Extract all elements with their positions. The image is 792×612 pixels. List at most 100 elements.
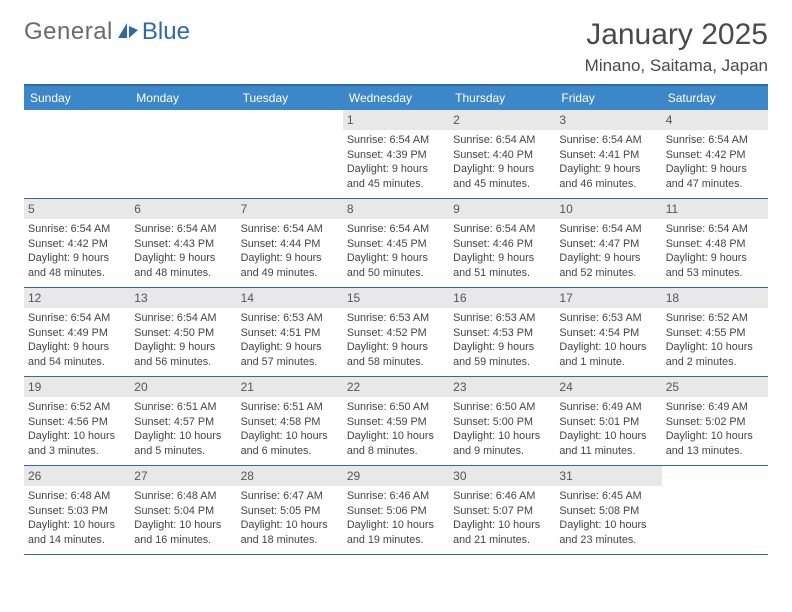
daylight-line-1: Daylight: 9 hours (28, 251, 126, 266)
daylight-line-2: and 50 minutes. (347, 266, 445, 281)
day-cell: 21Sunrise: 6:51 AMSunset: 4:58 PMDayligh… (237, 377, 343, 465)
day-cell: 28Sunrise: 6:47 AMSunset: 5:05 PMDayligh… (237, 466, 343, 554)
column-header: Thursday (449, 86, 555, 110)
day-number: 25 (662, 377, 768, 397)
sunset-line: Sunset: 5:02 PM (666, 415, 764, 430)
day-number: 7 (237, 199, 343, 219)
sunrise-line: Sunrise: 6:53 AM (241, 311, 339, 326)
sunset-line: Sunset: 4:47 PM (559, 237, 657, 252)
day-number: 19 (24, 377, 130, 397)
logo-sail-icon (117, 21, 139, 44)
daylight-line-2: and 56 minutes. (134, 355, 232, 370)
column-header: Friday (555, 86, 661, 110)
daylight-line-2: and 11 minutes. (559, 444, 657, 459)
day-cell: 30Sunrise: 6:46 AMSunset: 5:07 PMDayligh… (449, 466, 555, 554)
sunset-line: Sunset: 4:44 PM (241, 237, 339, 252)
day-cell: 15Sunrise: 6:53 AMSunset: 4:52 PMDayligh… (343, 288, 449, 376)
sunset-line: Sunset: 4:53 PM (453, 326, 551, 341)
daylight-line-2: and 3 minutes. (28, 444, 126, 459)
sunrise-line: Sunrise: 6:54 AM (28, 311, 126, 326)
daylight-line-1: Daylight: 10 hours (666, 429, 764, 444)
daylight-line-2: and 48 minutes. (28, 266, 126, 281)
daylight-line-1: Daylight: 9 hours (666, 162, 764, 177)
day-number: 9 (449, 199, 555, 219)
day-cell: 8Sunrise: 6:54 AMSunset: 4:45 PMDaylight… (343, 199, 449, 287)
weeks-container: 1Sunrise: 6:54 AMSunset: 4:39 PMDaylight… (24, 110, 768, 555)
sunset-line: Sunset: 4:49 PM (28, 326, 126, 341)
sunset-line: Sunset: 4:55 PM (666, 326, 764, 341)
week-row: 5Sunrise: 6:54 AMSunset: 4:42 PMDaylight… (24, 199, 768, 288)
sunrise-line: Sunrise: 6:46 AM (347, 489, 445, 504)
sunset-line: Sunset: 4:42 PM (666, 148, 764, 163)
daylight-line-2: and 16 minutes. (134, 533, 232, 548)
logo: General Blue (24, 18, 190, 46)
daylight-line-1: Daylight: 9 hours (134, 251, 232, 266)
daylight-line-1: Daylight: 9 hours (347, 251, 445, 266)
sunset-line: Sunset: 5:06 PM (347, 504, 445, 519)
sunset-line: Sunset: 5:03 PM (28, 504, 126, 519)
daylight-line-2: and 21 minutes. (453, 533, 551, 548)
daylight-line-2: and 47 minutes. (666, 177, 764, 192)
day-cell: 23Sunrise: 6:50 AMSunset: 5:00 PMDayligh… (449, 377, 555, 465)
daylight-line-2: and 6 minutes. (241, 444, 339, 459)
logo-text-general: General (24, 18, 113, 46)
daylight-line-2: and 57 minutes. (241, 355, 339, 370)
sunset-line: Sunset: 5:07 PM (453, 504, 551, 519)
sunrise-line: Sunrise: 6:49 AM (666, 400, 764, 415)
sunrise-line: Sunrise: 6:48 AM (134, 489, 232, 504)
day-cell: 1Sunrise: 6:54 AMSunset: 4:39 PMDaylight… (343, 110, 449, 198)
day-number: 11 (662, 199, 768, 219)
title-block: January 2025 Minano, Saitama, Japan (585, 18, 768, 76)
daylight-line-2: and 2 minutes. (666, 355, 764, 370)
sunset-line: Sunset: 4:51 PM (241, 326, 339, 341)
sunset-line: Sunset: 4:46 PM (453, 237, 551, 252)
sunrise-line: Sunrise: 6:54 AM (347, 133, 445, 148)
daylight-line-2: and 58 minutes. (347, 355, 445, 370)
day-cell: 13Sunrise: 6:54 AMSunset: 4:50 PMDayligh… (130, 288, 236, 376)
column-header: Saturday (662, 86, 768, 110)
daylight-line-2: and 53 minutes. (666, 266, 764, 281)
daylight-line-1: Daylight: 10 hours (453, 429, 551, 444)
column-header: Sunday (24, 86, 130, 110)
day-number: 22 (343, 377, 449, 397)
day-number: 2 (449, 110, 555, 130)
daylight-line-2: and 49 minutes. (241, 266, 339, 281)
sunset-line: Sunset: 5:01 PM (559, 415, 657, 430)
sunset-line: Sunset: 4:43 PM (134, 237, 232, 252)
day-number: 4 (662, 110, 768, 130)
day-cell: 4 Sunrise: 6:54 AMSunset: 4:42 PMDaylight… (662, 110, 768, 198)
day-number: 3 (555, 110, 661, 130)
day-number: 18 (662, 288, 768, 308)
sunset-line: Sunset: 4:56 PM (28, 415, 126, 430)
day-cell (130, 110, 236, 198)
sunrise-line: Sunrise: 6:52 AM (28, 400, 126, 415)
day-cell (24, 110, 130, 198)
daylight-line-2: and 54 minutes. (28, 355, 126, 370)
month-title: January 2025 (585, 18, 768, 52)
daylight-line-1: Daylight: 10 hours (559, 429, 657, 444)
sunrise-line: Sunrise: 6:53 AM (559, 311, 657, 326)
sunrise-line: Sunrise: 6:54 AM (347, 222, 445, 237)
day-cell: 6Sunrise: 6:54 AMSunset: 4:43 PMDaylight… (130, 199, 236, 287)
day-cell: 19Sunrise: 6:52 AMSunset: 4:56 PMDayligh… (24, 377, 130, 465)
daylight-line-1: Daylight: 10 hours (347, 429, 445, 444)
daylight-line-1: Daylight: 10 hours (347, 518, 445, 533)
sunrise-line: Sunrise: 6:54 AM (666, 133, 764, 148)
daylight-line-2: and 51 minutes. (453, 266, 551, 281)
day-number: 16 (449, 288, 555, 308)
day-cell: 7Sunrise: 6:54 AMSunset: 4:44 PMDaylight… (237, 199, 343, 287)
daylight-line-2: and 45 minutes. (347, 177, 445, 192)
day-cell: 18Sunrise: 6:52 AMSunset: 4:55 PMDayligh… (662, 288, 768, 376)
sunrise-line: Sunrise: 6:54 AM (134, 311, 232, 326)
sunrise-line: Sunrise: 6:51 AM (241, 400, 339, 415)
column-header: Monday (130, 86, 236, 110)
daylight-line-1: Daylight: 9 hours (134, 340, 232, 355)
day-number: 15 (343, 288, 449, 308)
daylight-line-1: Daylight: 10 hours (559, 518, 657, 533)
sunrise-line: Sunrise: 6:54 AM (241, 222, 339, 237)
day-cell: 11Sunrise: 6:54 AMSunset: 4:48 PMDayligh… (662, 199, 768, 287)
sunrise-line: Sunrise: 6:46 AM (453, 489, 551, 504)
day-cell (237, 110, 343, 198)
sunrise-line: Sunrise: 6:53 AM (347, 311, 445, 326)
header-row: General Blue January 2025 Minano, Saitam… (24, 18, 768, 76)
